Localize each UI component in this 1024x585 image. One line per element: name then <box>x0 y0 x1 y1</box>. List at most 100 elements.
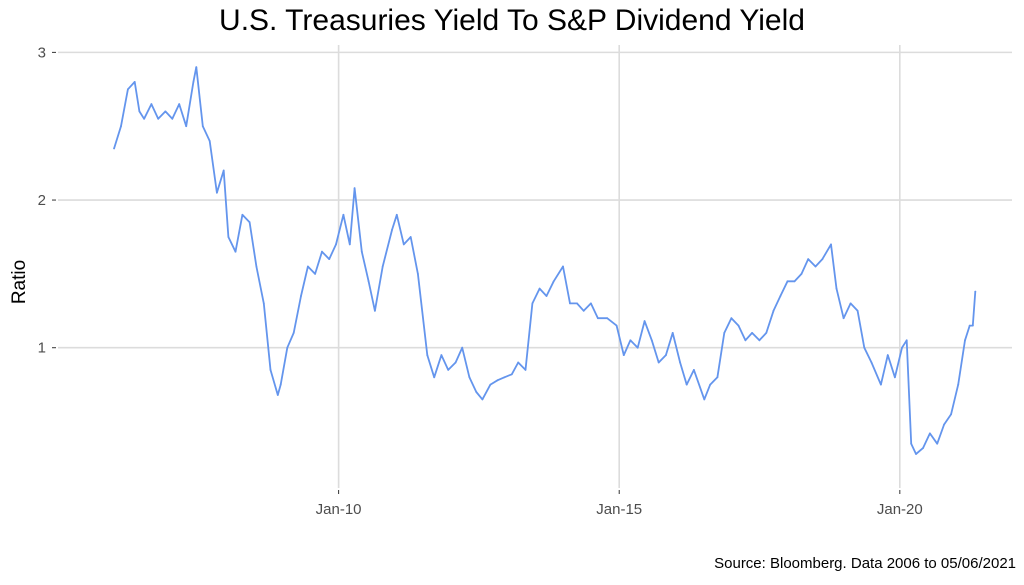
data-point <box>440 354 443 356</box>
data-point <box>255 265 258 268</box>
data-point <box>286 346 289 349</box>
data-point <box>133 81 136 83</box>
data-point <box>402 243 405 246</box>
data-point <box>723 332 726 334</box>
data-point <box>943 423 945 426</box>
data-point <box>164 110 167 113</box>
data-point <box>922 447 924 449</box>
data-point <box>716 376 719 379</box>
data-point <box>195 66 198 68</box>
data-point <box>307 265 309 268</box>
data-point <box>447 369 450 371</box>
data-point <box>517 361 520 364</box>
data-point <box>950 413 952 416</box>
data-point <box>936 442 939 445</box>
x-tick-labels: Jan-10 Jan-15 Jan-20 <box>316 490 923 518</box>
data-point <box>157 117 160 120</box>
data-point <box>901 346 903 349</box>
data-point <box>751 332 753 334</box>
data-point <box>395 213 398 216</box>
data-point <box>227 236 230 238</box>
data-point <box>629 339 632 342</box>
data-point <box>974 290 977 293</box>
data-point <box>178 103 181 105</box>
data-point <box>426 354 429 356</box>
data-point <box>957 383 960 386</box>
y-gridlines <box>58 51 1012 349</box>
data-point <box>910 442 913 445</box>
data-point <box>679 361 681 364</box>
data-point <box>793 280 796 283</box>
data-point <box>531 302 534 305</box>
data-point <box>292 332 295 334</box>
data-point <box>562 265 564 268</box>
data-point <box>693 369 695 371</box>
x-gridlines <box>337 45 901 488</box>
data-point <box>615 324 618 327</box>
data-point <box>606 317 609 320</box>
source-caption: Source: Bloomberg. Data 2006 to 05/06/20… <box>714 555 1016 572</box>
data-point <box>138 110 141 113</box>
data-point <box>216 191 218 194</box>
data-point <box>208 140 211 142</box>
x-tick-label: Jan-15 <box>596 501 642 518</box>
data-point <box>374 309 376 312</box>
data-point <box>552 280 555 283</box>
chart-title: U.S. Treasuries Yield To S&P Dividend Yi… <box>219 4 805 37</box>
data-point <box>657 361 660 364</box>
data-point <box>279 383 282 386</box>
data-point <box>685 383 688 386</box>
data-point <box>636 346 639 349</box>
data-point <box>496 379 499 382</box>
data-point <box>709 383 712 386</box>
data-point <box>120 125 122 128</box>
series-group <box>113 66 977 455</box>
data-point <box>856 309 859 312</box>
data-point <box>503 376 506 379</box>
data-point <box>481 398 484 401</box>
data-point <box>461 346 464 349</box>
data-point <box>348 243 351 246</box>
data-point <box>737 324 740 327</box>
data-point <box>590 302 592 305</box>
y-tick-label: 2 <box>38 192 46 209</box>
data-point <box>241 213 244 216</box>
data-point <box>143 117 146 120</box>
data-point <box>538 287 541 290</box>
data-point <box>842 317 845 320</box>
data-point <box>417 273 419 275</box>
data-point <box>367 280 370 283</box>
data-point <box>758 339 761 342</box>
data-point <box>475 391 478 393</box>
data-point <box>321 250 323 253</box>
data-point <box>772 309 775 312</box>
data-point <box>703 398 706 401</box>
data-point <box>300 295 302 297</box>
data-point <box>905 339 908 342</box>
data-point <box>744 339 747 342</box>
y-tick-label: 1 <box>38 340 46 357</box>
data-point <box>915 453 917 455</box>
data-point <box>360 250 363 253</box>
data-point <box>335 243 337 246</box>
data-point <box>870 361 873 364</box>
data-point <box>807 258 810 260</box>
data-point <box>342 213 345 216</box>
series-line <box>113 66 977 455</box>
data-point <box>786 280 789 283</box>
data-point <box>150 103 153 105</box>
data-point <box>468 376 471 379</box>
data-point <box>433 376 436 379</box>
data-point <box>127 88 129 91</box>
data-point <box>863 346 866 349</box>
y-tick-label: 3 <box>38 44 46 61</box>
data-point <box>381 265 384 268</box>
data-point <box>597 317 599 320</box>
data-point <box>665 354 667 356</box>
data-point <box>643 320 646 322</box>
data-point <box>222 169 225 172</box>
data-point <box>454 361 457 364</box>
data-point <box>201 125 204 128</box>
data-point <box>730 317 733 320</box>
